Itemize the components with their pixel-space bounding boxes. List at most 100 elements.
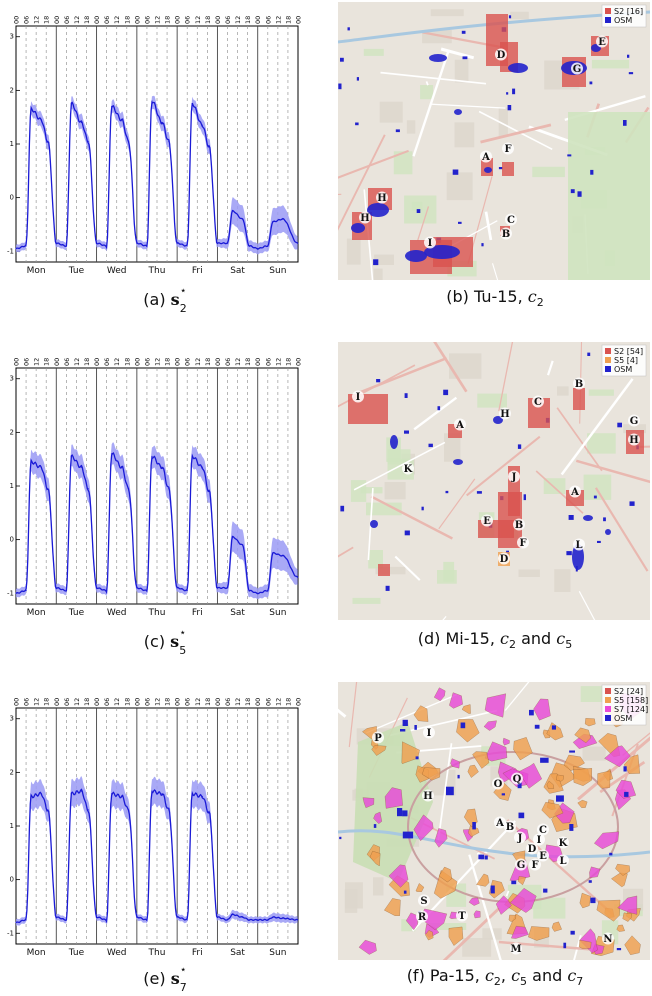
caption-var-sub: 5 bbox=[565, 638, 573, 652]
hour-tick-label: 18 bbox=[43, 698, 51, 706]
hour-tick-label: 12 bbox=[234, 358, 242, 366]
s5-region bbox=[513, 737, 533, 761]
day-label: Fri bbox=[192, 948, 203, 958]
series-point bbox=[176, 242, 178, 244]
region-label-bg bbox=[376, 191, 388, 204]
hour-tick-label: 06 bbox=[224, 358, 232, 366]
hour-tick-label: 12 bbox=[194, 698, 202, 706]
hour-tick-label: 00 bbox=[295, 358, 303, 366]
series-point bbox=[127, 809, 130, 811]
s7-region bbox=[450, 758, 460, 769]
osm-region bbox=[443, 389, 449, 396]
series-point bbox=[47, 809, 49, 811]
osm-region bbox=[452, 169, 459, 175]
osm-region bbox=[490, 885, 495, 894]
map-area bbox=[533, 897, 566, 919]
s5-region bbox=[456, 719, 480, 743]
map-road bbox=[577, 736, 650, 801]
region-label: T bbox=[458, 911, 466, 922]
map-area bbox=[406, 120, 416, 134]
map-road bbox=[573, 934, 582, 960]
series-point bbox=[80, 790, 83, 792]
osm-region bbox=[572, 544, 584, 570]
s5-region bbox=[415, 883, 425, 892]
osm-region bbox=[566, 551, 572, 556]
s7-region bbox=[495, 895, 512, 915]
map-road bbox=[575, 459, 650, 484]
region-label-bg bbox=[571, 62, 583, 75]
osm-region bbox=[588, 880, 592, 883]
region-label-bg bbox=[504, 820, 516, 833]
hour-tick-label: 00 bbox=[174, 698, 182, 706]
s7-region bbox=[594, 831, 620, 850]
hour-tick-label: 06 bbox=[103, 16, 111, 24]
series-point bbox=[127, 140, 130, 142]
region-label: D bbox=[528, 844, 537, 855]
s5-region bbox=[384, 898, 401, 916]
region-label-bg bbox=[499, 407, 511, 420]
hour-tick-label: 00 bbox=[133, 358, 141, 366]
osm-region bbox=[478, 854, 485, 860]
series-point bbox=[186, 245, 188, 247]
map-road bbox=[505, 890, 510, 897]
osm-region bbox=[587, 352, 591, 356]
region-label-bg bbox=[537, 849, 549, 862]
hour-tick-label: 12 bbox=[113, 16, 121, 24]
s5-region bbox=[425, 930, 434, 941]
region-label: O bbox=[494, 779, 503, 790]
series-point bbox=[201, 795, 203, 798]
s7-region bbox=[617, 895, 638, 915]
hour-tick-label: 12 bbox=[274, 16, 282, 24]
map-road bbox=[338, 708, 347, 718]
map-area bbox=[352, 597, 381, 604]
caption-var-sub: 7 bbox=[576, 975, 584, 989]
region-label-bg bbox=[628, 414, 640, 427]
region-label: G bbox=[517, 860, 526, 871]
osm-region bbox=[508, 15, 512, 19]
hour-tick-label: 12 bbox=[234, 16, 242, 24]
osm-region bbox=[376, 379, 381, 383]
hour-tick-label: 00 bbox=[93, 698, 101, 706]
s5-region bbox=[546, 780, 555, 789]
osm-region bbox=[404, 393, 408, 398]
caption-symbol: s bbox=[170, 968, 180, 988]
map-road bbox=[440, 47, 475, 60]
series-point bbox=[111, 793, 113, 795]
day-label: Sat bbox=[230, 266, 245, 276]
s5-region bbox=[579, 939, 592, 949]
region-label: I bbox=[427, 728, 432, 739]
region-label-bg bbox=[508, 470, 520, 483]
s5-region bbox=[371, 745, 387, 756]
s5-region bbox=[541, 802, 564, 819]
region-label-bg bbox=[510, 942, 522, 955]
day-label: Thu bbox=[148, 948, 166, 958]
region-label: E bbox=[598, 37, 606, 48]
region-label: I bbox=[537, 835, 542, 846]
hour-tick-label: 18 bbox=[204, 358, 212, 366]
caption-sup: ⋆ bbox=[179, 284, 187, 297]
series-point bbox=[65, 590, 67, 592]
hour-tick-label: 18 bbox=[204, 16, 212, 24]
caption-d: (d) Mi-15, c2 and c5 bbox=[330, 629, 652, 651]
map-area bbox=[557, 386, 569, 396]
legend-swatch bbox=[605, 688, 611, 694]
region-label: L bbox=[559, 856, 566, 867]
map-area bbox=[532, 166, 565, 178]
region-label-bg bbox=[481, 514, 493, 527]
series-point bbox=[272, 221, 274, 223]
map-road bbox=[417, 206, 430, 241]
map-area bbox=[477, 393, 507, 408]
osm-region bbox=[518, 812, 525, 819]
osm-region bbox=[370, 520, 378, 528]
region-label-bg bbox=[557, 854, 569, 867]
series-point bbox=[242, 218, 244, 220]
hour-tick-label: 00 bbox=[295, 16, 303, 24]
s5-region bbox=[596, 899, 621, 922]
region-label-bg bbox=[517, 536, 529, 549]
region-label: C bbox=[534, 397, 542, 408]
series-point bbox=[151, 790, 153, 792]
map-area bbox=[379, 101, 403, 123]
region-label: J bbox=[511, 472, 517, 483]
map-road bbox=[429, 103, 506, 109]
region-label: C bbox=[539, 825, 547, 836]
